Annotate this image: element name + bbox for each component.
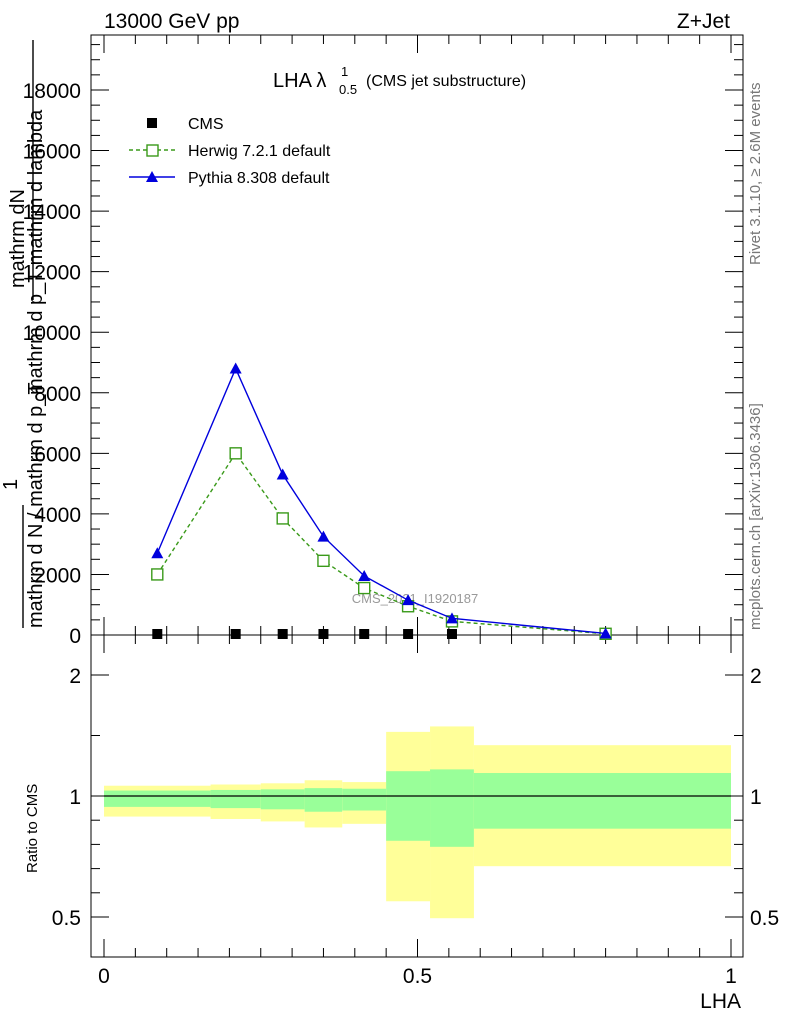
legend-pythia-marker xyxy=(146,171,158,182)
analysis-watermark: CMS_2021_I1920187 xyxy=(352,591,479,606)
chart-title-suffix: (CMS jet substructure) xyxy=(366,73,526,90)
rivet-version-label: Rivet 3.1.10, ≥ 2.6M events xyxy=(747,83,764,266)
y-axis-label-bottom: mathrm d N / mathrm d p_T xyxy=(25,382,47,628)
herwig-data-point xyxy=(151,568,164,581)
pythia-data-point xyxy=(599,627,612,639)
cms-data-point xyxy=(446,629,457,639)
ratio-y-tick-label-right: 0.5 xyxy=(750,907,779,930)
series-layer xyxy=(151,362,612,640)
svg-text:LHA λ: LHA λ xyxy=(273,70,326,92)
y-tick-label: 6000 xyxy=(34,443,81,466)
ratio-y-tick-label-right: 2 xyxy=(750,665,762,688)
ratio-y-tick-label: 1 xyxy=(69,786,81,809)
y-axis-label-top: mathrm dN xyxy=(7,189,29,288)
legend-cms-label: CMS xyxy=(188,116,224,133)
ratio-inner-band xyxy=(260,789,305,810)
ratio-y-tick-label: 0.5 xyxy=(52,907,81,930)
series-line-2 xyxy=(156,366,606,635)
y-tick-label: 4000 xyxy=(34,504,81,527)
y-axis-label-mid: mathrm d p_T mathrm d lambda xyxy=(25,109,47,395)
cms-data-point xyxy=(152,629,163,639)
chart-title-subscript: 0.5 xyxy=(339,82,357,97)
legend-pythia-label: Pythia 8.308 default xyxy=(188,170,330,187)
chart-title-superscript: 1 xyxy=(341,64,348,79)
ratio-inner-band xyxy=(473,773,731,829)
x-tick-label: 1 xyxy=(725,965,737,988)
y-tick-label: 2000 xyxy=(34,564,81,587)
ratio-axes: 0.5 0.5 1 1 2 2 0 0.5 1 xyxy=(52,635,779,988)
series-line-1 xyxy=(156,452,606,635)
pythia-data-point xyxy=(402,594,415,606)
ratio-inner-band xyxy=(386,771,431,841)
y-tick-label: 12000 xyxy=(23,262,81,285)
chart-title: LHA λ 1 0.5 (CMS jet substructure) xyxy=(273,64,526,97)
y-tick-label: 14000 xyxy=(23,201,81,224)
main-axes: 0 2000 4000 6000 8000 10000 12000 14000 16000 180… xyxy=(23,35,743,648)
herwig-data-point xyxy=(276,512,289,525)
y-tick-label: 10000 xyxy=(23,322,81,345)
energy-label: 13000 GeV pp xyxy=(104,10,239,33)
cms-data-point xyxy=(403,629,414,639)
ratio-inner-band xyxy=(342,788,387,811)
mcplots-credit-label: mcplots.cern.ch [arXiv:1306.3436] xyxy=(747,403,764,630)
y-tick-label: 16000 xyxy=(23,141,81,164)
legend: CMS Herwig 7.2.1 default Pythia 8.308 de… xyxy=(129,116,331,187)
ratio-inner-band xyxy=(430,769,474,847)
ratio-y-axis-label: Ratio to CMS xyxy=(24,784,41,873)
herwig-data-point xyxy=(358,581,371,595)
legend-cms-marker xyxy=(147,118,157,128)
herwig-data-point xyxy=(229,447,242,460)
pythia-data-point xyxy=(229,362,242,374)
y-tick-label: 0 xyxy=(69,625,81,648)
ratio-bands xyxy=(104,726,731,919)
ratio-inner-band xyxy=(304,788,343,812)
y-tick-label: 8000 xyxy=(34,383,81,406)
cms-data-point xyxy=(318,629,329,639)
chart-title-main: LHA λ xyxy=(273,70,326,92)
ratio-inner-band xyxy=(210,789,261,809)
pythia-data-point xyxy=(276,468,289,480)
ratio-y-tick-label-right: 1 xyxy=(750,786,762,809)
pythia-data-point xyxy=(445,612,458,624)
cms-data-point xyxy=(230,629,241,639)
y-tick-label: 18000 xyxy=(23,80,81,103)
legend-herwig-marker xyxy=(146,144,159,157)
pythia-data-point xyxy=(151,547,164,559)
process-label: Z+Jet xyxy=(677,10,730,33)
cms-data-point xyxy=(277,629,288,639)
ratio-y-tick-label: 2 xyxy=(69,665,81,688)
herwig-data-point xyxy=(317,554,330,568)
y-axis-label-numerator: 1 xyxy=(0,479,22,490)
x-tick-label: 0 xyxy=(98,965,110,988)
x-axis-label: LHA xyxy=(700,990,741,1013)
pythia-data-point xyxy=(358,569,371,581)
cms-data-point xyxy=(359,629,370,639)
pythia-data-point xyxy=(317,530,330,542)
x-tick-label: 0.5 xyxy=(403,965,432,988)
legend-herwig-label: Herwig 7.2.1 default xyxy=(188,143,331,160)
ratio-inner-band xyxy=(104,790,211,807)
